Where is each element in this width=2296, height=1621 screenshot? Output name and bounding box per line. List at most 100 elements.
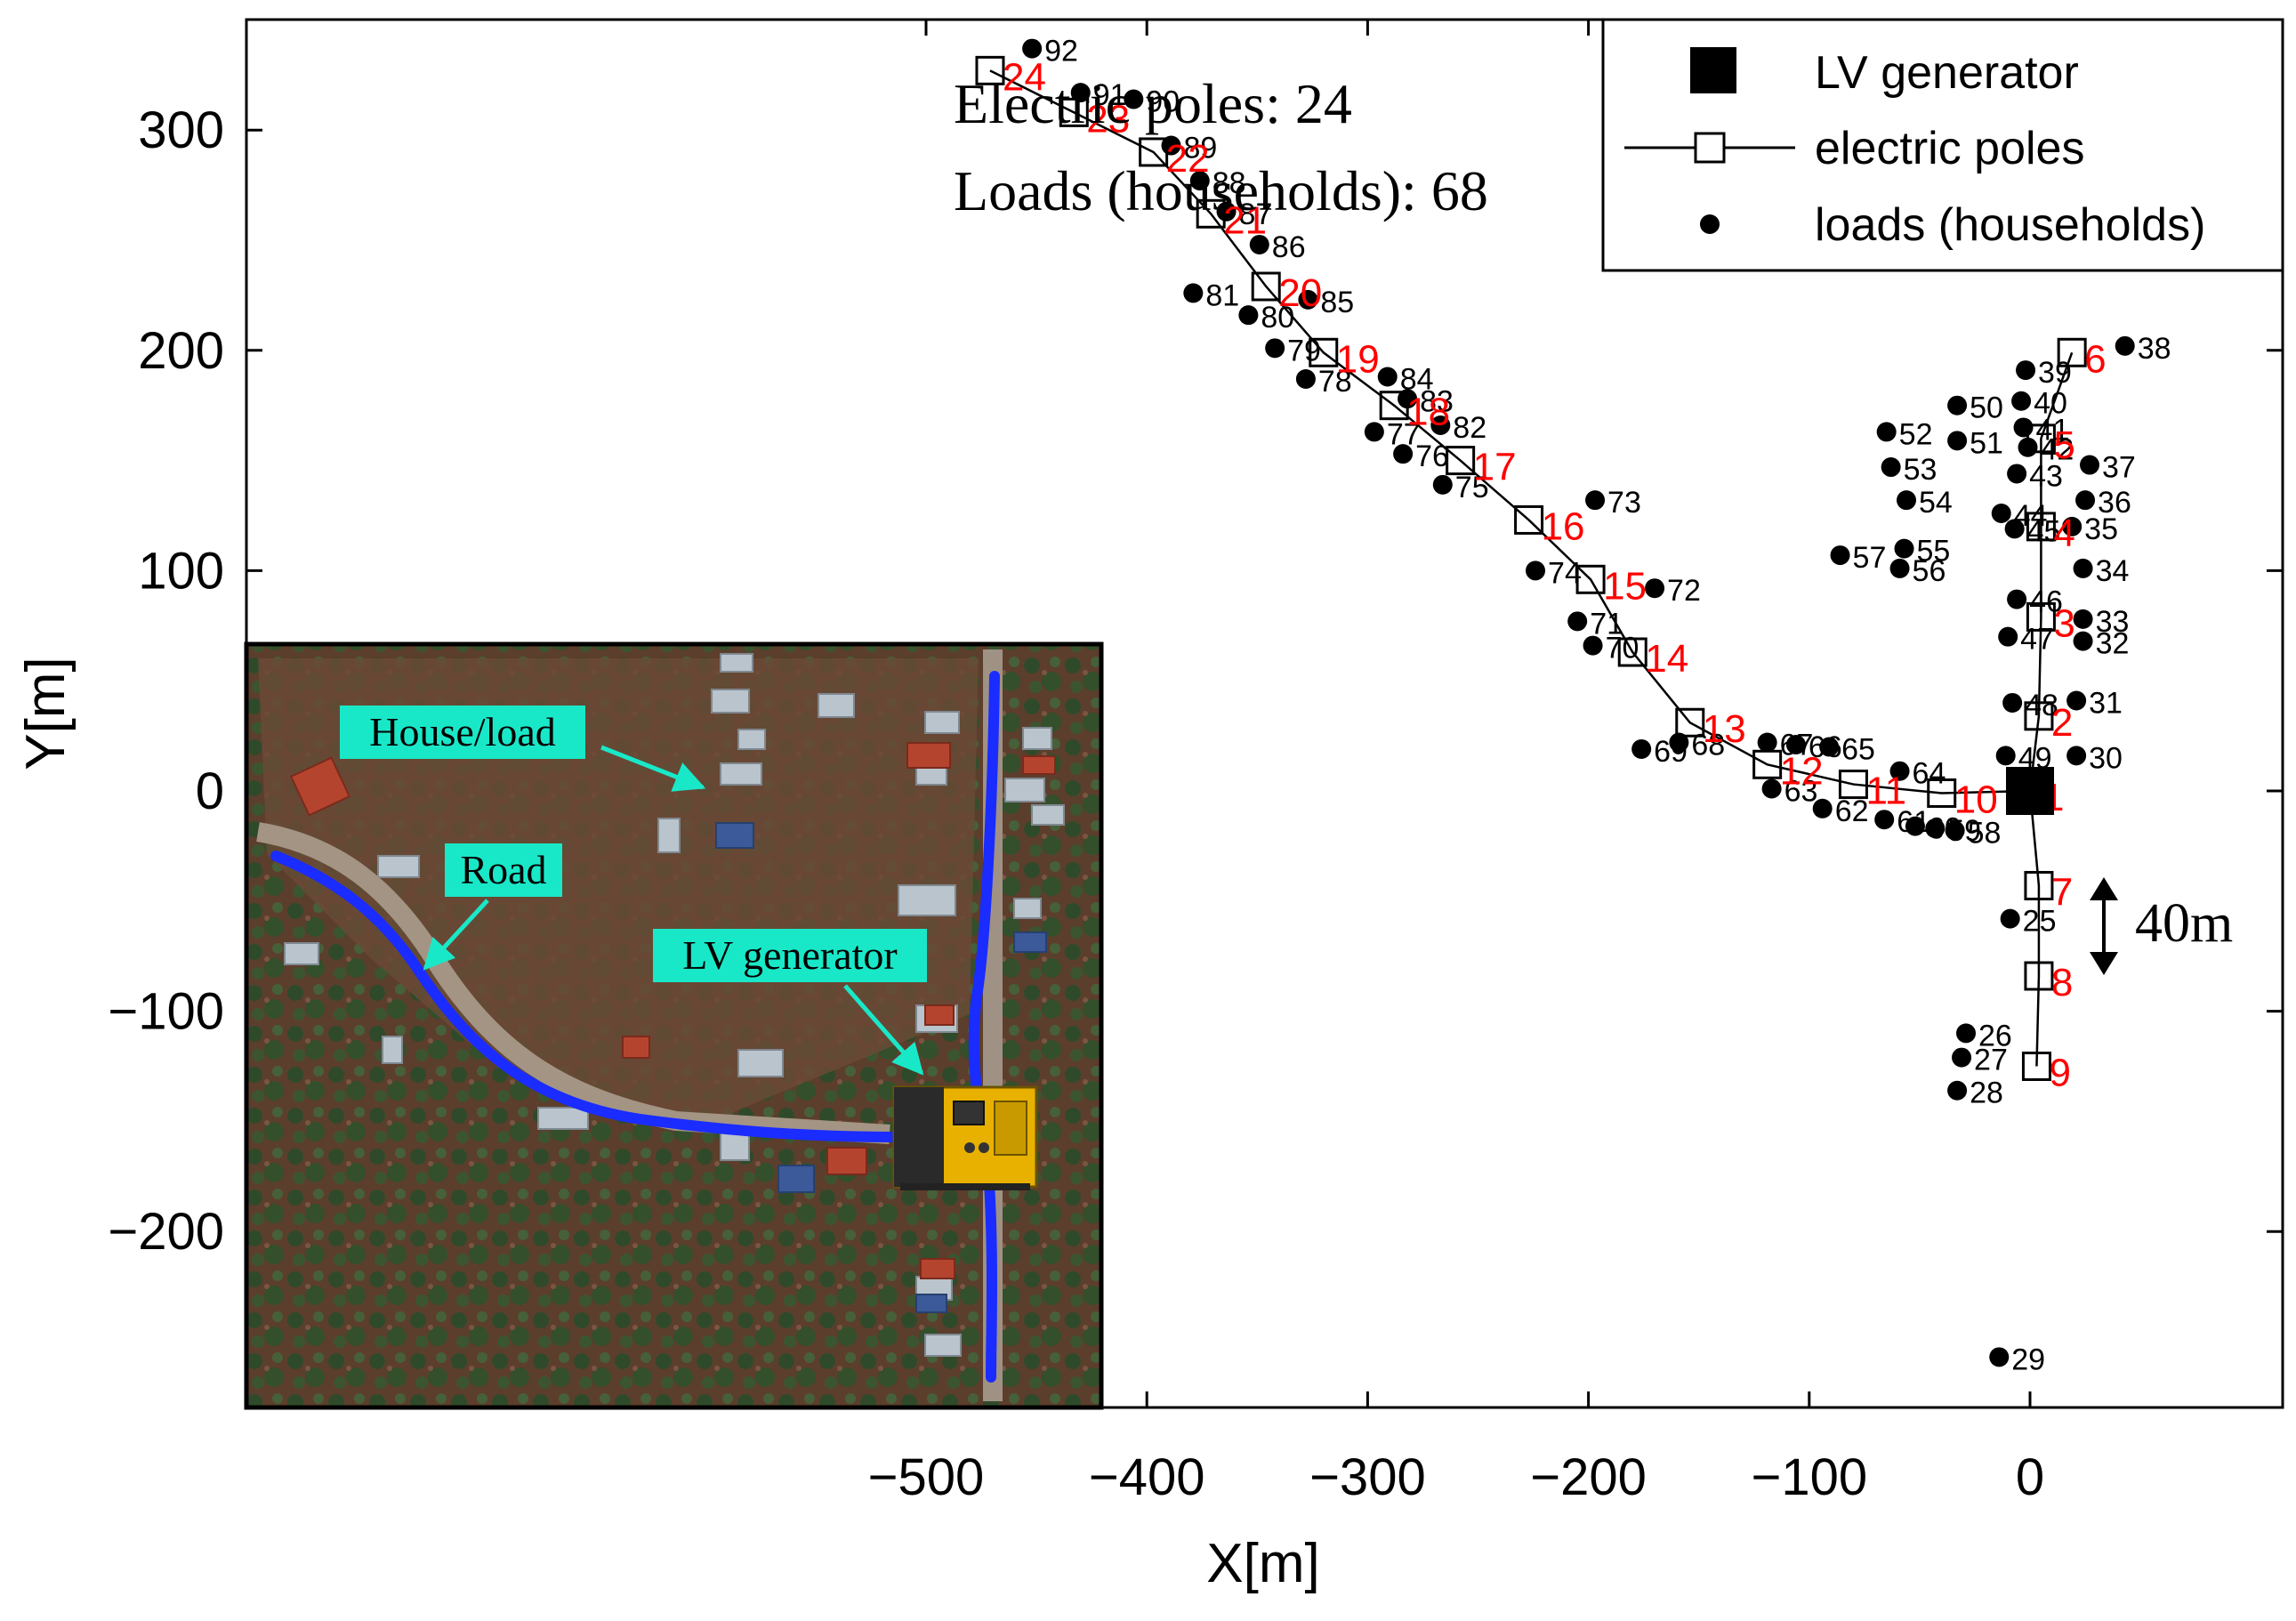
pole-label: 14	[1645, 637, 1688, 681]
x-tick-label: −500	[868, 1448, 985, 1506]
load-point	[1998, 626, 2018, 647]
pole-label: 7	[2051, 870, 2073, 914]
load-point	[1183, 283, 1204, 303]
load-point	[2073, 558, 2093, 578]
load-point	[2073, 609, 2093, 629]
pole-label: 6	[2084, 337, 2106, 381]
load-points: 2526272829303132333435363738394041424344…	[1022, 35, 2171, 1376]
loads-count-annotation: Loads (households): 68	[954, 159, 1488, 222]
scale-label: 40m	[2135, 893, 2233, 954]
pole-label: 20	[1278, 271, 1322, 315]
load-point	[1124, 89, 1144, 109]
x-tick-labels: −500 −400 −300 −200 −100 0	[868, 1448, 2044, 1506]
pole-label: 2	[2051, 701, 2073, 745]
load-label: 84	[1400, 363, 1434, 397]
load-point	[1526, 560, 1546, 581]
load-label: 53	[1904, 453, 1938, 487]
load-point	[1947, 1080, 1968, 1101]
load-label: 25	[2023, 905, 2057, 939]
load-point	[1585, 490, 1606, 511]
load-point	[2115, 335, 2135, 356]
scale-arrow-head-bottom	[2090, 952, 2118, 975]
load-point	[2002, 692, 2023, 713]
y-axis-label: Y[m]	[15, 657, 77, 770]
pole-line	[989, 69, 2031, 794]
y-tick-label: 0	[196, 762, 224, 820]
load-point	[2007, 589, 2027, 609]
pole-marker	[2021, 1052, 2051, 1081]
pole-label: 4	[2053, 512, 2074, 555]
load-label: 78	[1318, 365, 1352, 399]
load-point	[2073, 631, 2093, 651]
pole-marker	[1617, 637, 1647, 667]
load-label: 74	[1548, 556, 1582, 590]
load-label: 32	[2096, 627, 2130, 661]
load-point	[1874, 810, 1895, 830]
load-point	[2062, 516, 2083, 536]
x-tick-label: −400	[1089, 1448, 1205, 1506]
load-label: 42	[2041, 433, 2074, 467]
load-point	[2066, 746, 2087, 766]
load-label: 69	[1654, 735, 1688, 769]
load-point	[1995, 746, 2016, 766]
load-point	[2000, 908, 2020, 929]
load-label: 91	[1093, 78, 1127, 112]
load-label: 72	[1667, 574, 1701, 608]
legend-generator-label: LV generator	[1815, 47, 2079, 99]
load-label: 55	[1917, 535, 1951, 569]
pole-marker	[1059, 97, 1089, 127]
load-point	[1956, 1023, 1977, 1044]
load-label: 70	[1606, 632, 1639, 665]
load-label: 51	[1970, 426, 2003, 460]
load-label: 57	[1853, 541, 1887, 575]
load-label: 63	[1784, 775, 1818, 809]
load-point	[1897, 490, 1917, 511]
inset-road-line-vertical	[968, 671, 1000, 1383]
inset-arrow-road	[423, 899, 489, 971]
pole-label: 22	[1166, 137, 1210, 181]
inset-label-generator-bg	[653, 929, 927, 982]
load-point	[1830, 545, 1850, 566]
pole-label: 13	[1703, 707, 1746, 751]
load-label: 87	[1239, 198, 1273, 231]
load-label: 41	[2036, 413, 2070, 447]
load-label: 68	[1691, 729, 1725, 762]
load-label: 26	[1978, 1019, 2012, 1052]
load-label: 80	[1261, 301, 1294, 335]
x-tick-label: 0	[2016, 1448, 2044, 1506]
load-point	[1432, 474, 1453, 495]
load-point	[1947, 431, 1968, 451]
generator-square	[2006, 767, 2054, 815]
pole-label: 17	[1473, 446, 1517, 489]
pole-label: 10	[1954, 778, 1998, 821]
load-label: 37	[2102, 451, 2136, 485]
y-tick-label: 300	[138, 101, 224, 159]
load-label: 27	[1974, 1044, 2008, 1077]
load-point	[1991, 504, 2011, 524]
pole-label: 8	[2051, 961, 2073, 1004]
x-tick-label: −100	[1751, 1448, 1867, 1506]
load-label: 39	[2038, 356, 2072, 390]
pole-marker	[1752, 749, 1783, 779]
load-label: 92	[1044, 35, 1078, 69]
y-tick-label: 100	[138, 542, 224, 600]
load-label: 54	[1919, 486, 1953, 520]
pole-marker	[2024, 870, 2054, 900]
load-point	[1238, 305, 1259, 326]
load-label: 47	[2020, 623, 2054, 657]
inset-red-roofs	[289, 742, 1056, 1279]
pole-label: 9	[2049, 1052, 2070, 1095]
pole-marker	[1675, 707, 1705, 738]
load-point	[1583, 635, 1603, 656]
load-label: 89	[1184, 132, 1218, 165]
load-point	[2075, 490, 2096, 511]
pole-label: 19	[1336, 337, 1380, 381]
load-point	[1925, 819, 1946, 839]
load-label: 60	[1928, 812, 1962, 846]
y-tick-label: 200	[138, 322, 224, 380]
inset-generator-picture	[892, 1085, 1038, 1190]
load-point	[1669, 732, 1689, 753]
load-label: 31	[2089, 686, 2123, 720]
scale-annotation: 40m	[2090, 877, 2233, 975]
load-label: 52	[1899, 417, 1933, 451]
